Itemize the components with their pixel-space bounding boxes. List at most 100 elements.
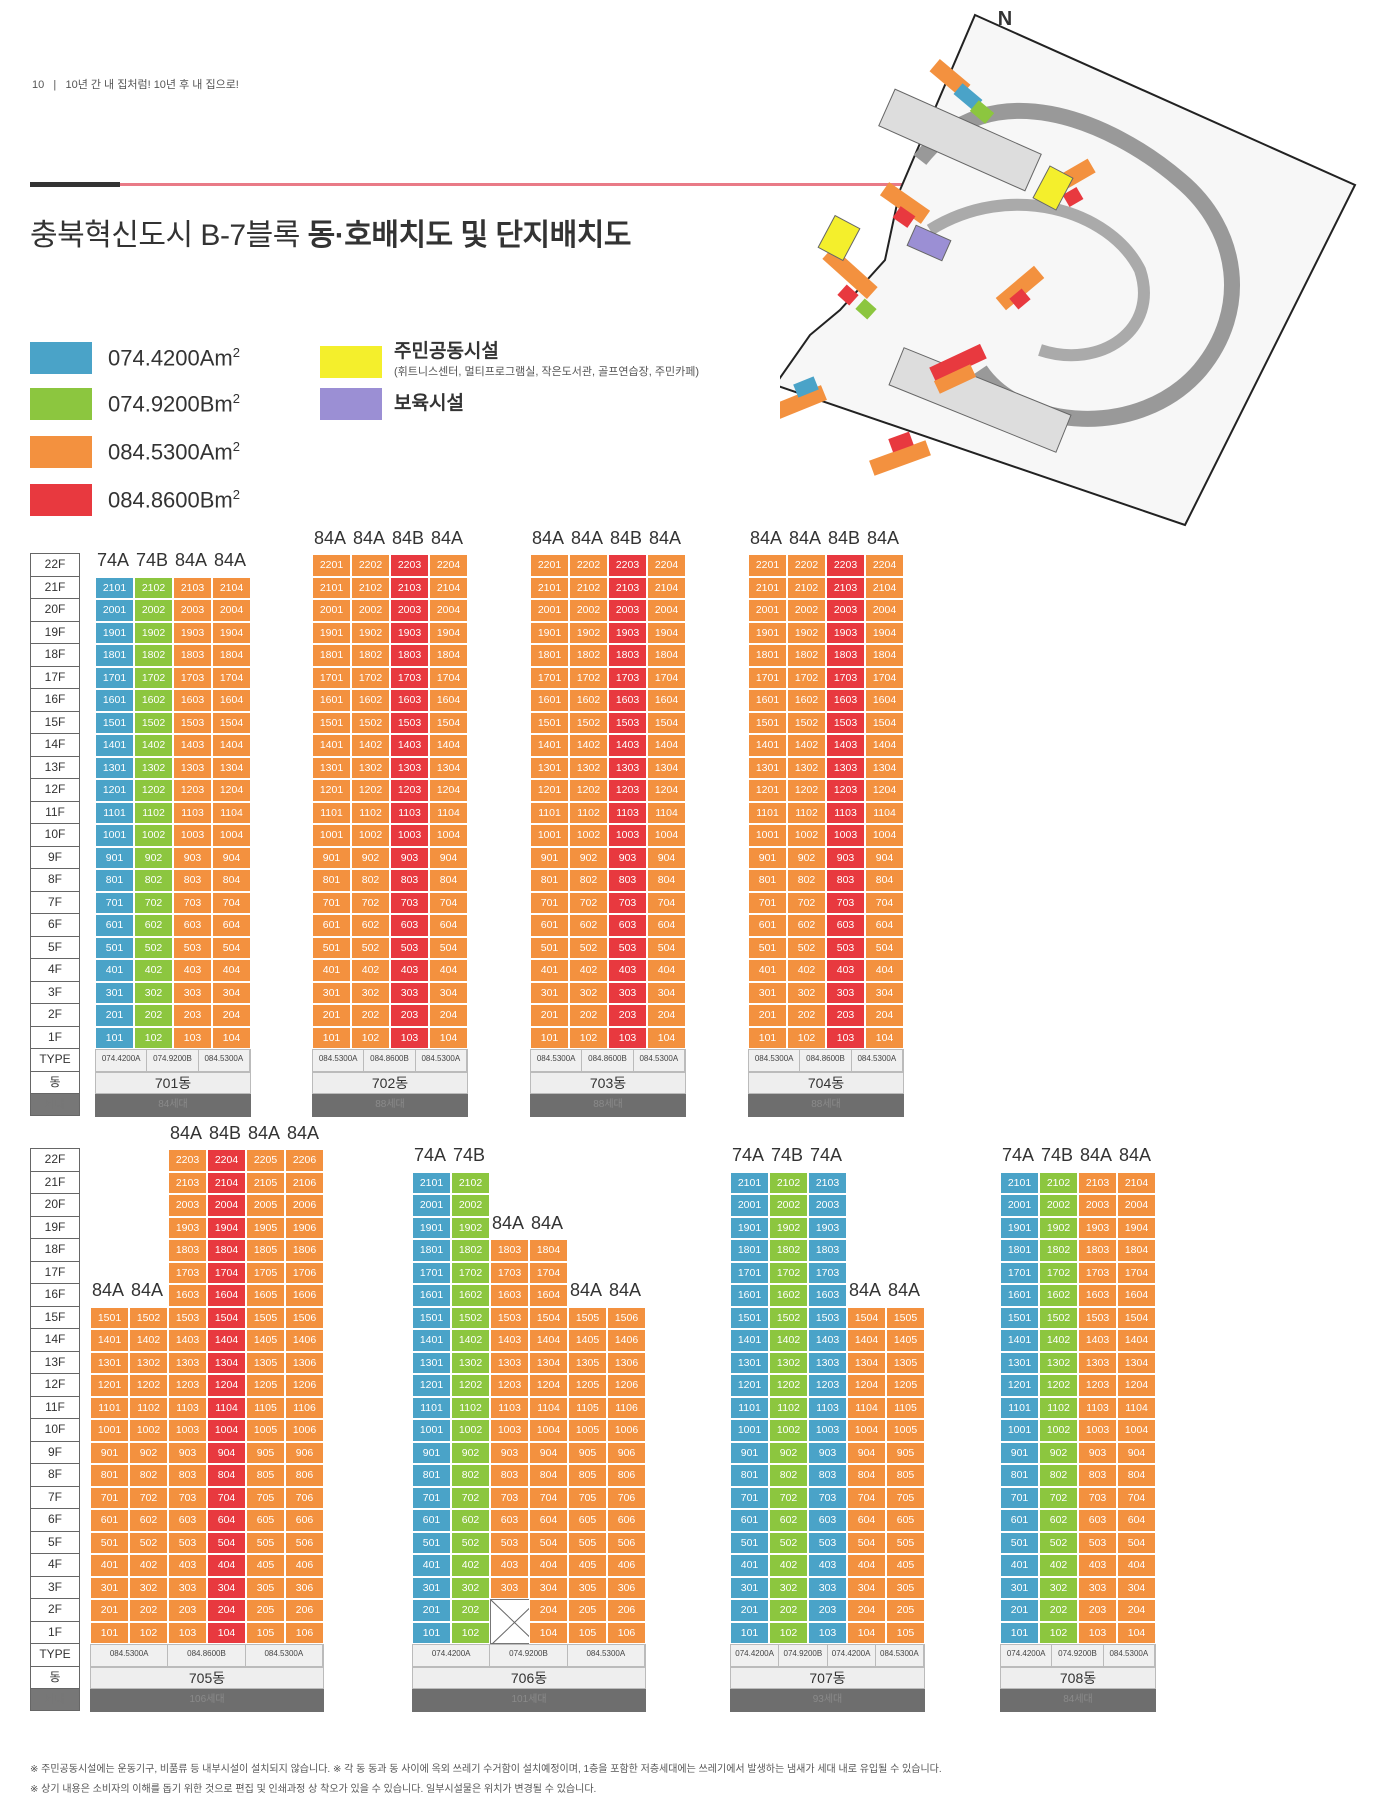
unit-cell: 1302 [1039,1351,1078,1374]
unit-cell: 504 [647,936,686,959]
map-building-701 [929,59,995,124]
page-tagline: 10년 간 내 집처럼! 10년 후 내 집으로! [65,79,239,91]
unit-cell: 1205 [246,1374,285,1397]
unit-cell: 1601 [95,689,134,712]
unit-cell: 101 [1000,1621,1039,1644]
unit-type-header: 84A [247,1122,281,1143]
unit-cell: 306 [285,1576,324,1599]
unit-cell: 904 [207,1441,246,1464]
unit-cell: 804 [865,869,904,892]
unit-cell: 505 [886,1531,925,1554]
unit-cell: 503 [173,936,212,959]
unit-cell: 1804 [1117,1239,1156,1262]
unit-cell: 2004 [865,599,904,622]
unit-cell: 1304 [212,756,251,779]
unit-type-header: 84A [213,550,247,570]
unit-cell: 303 [168,1576,207,1599]
unit-cell: 1506 [607,1306,646,1329]
unit-cell: 902 [787,846,826,869]
unit-cell: 901 [530,846,569,869]
unit-cell: 2103 [826,576,865,599]
unit-cell: 2203 [390,554,429,577]
unit-cell: 1005 [568,1419,607,1442]
floor-label: 20F [30,1193,80,1216]
unit-cell: 2102 [451,1171,490,1194]
type-row: 084.5300A 084.8600B 084.5300A [530,1049,686,1072]
unit-cell: 906 [607,1441,646,1464]
unit-cell: 1504 [207,1306,246,1329]
type-label: 084.5300A [852,1050,903,1071]
unit-cell: 1301 [730,1351,769,1374]
unit-cell: 201 [730,1599,769,1622]
unit-cell: 203 [608,1004,647,1027]
unit-cell: 1402 [569,734,608,757]
unit-cell: 903 [390,846,429,869]
unit-cell: 1206 [285,1374,324,1397]
dong-label: 702동 [312,1071,468,1094]
unit-cell: 803 [826,869,865,892]
unit-cell: 1103 [1078,1396,1117,1419]
unit-cell: 2203 [826,554,865,577]
unit-cell: 701 [1000,1486,1039,1509]
unit-cell: 602 [134,914,173,937]
unit-cell: 701 [90,1486,129,1509]
unit-cell: 601 [748,914,787,937]
unit-cell: 501 [530,936,569,959]
unit-cell: 704 [212,891,251,914]
unit-cell: 404 [1117,1554,1156,1577]
unit-cell: 204 [207,1599,246,1622]
unit-cell: 901 [412,1441,451,1464]
unit-cell: 1903 [608,621,647,644]
unit-cell: 2103 [808,1171,847,1194]
unit-cell: 1604 [207,1284,246,1307]
floor-label: 7F [30,1485,80,1508]
facility-sublabel: (휘트니스센터, 멀티프로그램실, 작은도서관, 골프연습장, 주민카페) [394,366,700,378]
unit-cell: 1603 [490,1284,529,1307]
unit-cell: 1602 [769,1284,808,1307]
unit-cell: 804 [1117,1464,1156,1487]
unit-cell: 1001 [730,1419,769,1442]
unit-cell: 202 [129,1599,168,1622]
unit-cell: 702 [569,891,608,914]
unit-cell: 2203 [608,554,647,577]
floor-label: 9F [30,845,80,868]
unit-cell: 902 [451,1441,490,1464]
type-label: 074.4200A [96,1050,148,1071]
unit-cell: 1901 [730,1216,769,1239]
unit-cell: 205 [886,1599,925,1622]
unit-cell: 905 [246,1441,285,1464]
unit-cell: 803 [1078,1464,1117,1487]
unit-cell: 1302 [769,1351,808,1374]
unit-cell: 1201 [730,1374,769,1397]
type-row: 084.5300A 084.8600B 084.5300A [748,1049,904,1072]
unit-cell: 202 [351,1004,390,1027]
unit-cell: 1001 [1000,1419,1039,1442]
unit-cell: 2103 [173,576,212,599]
unit-cell: 202 [769,1599,808,1622]
unit-cell: 302 [134,981,173,1004]
unit-cell: 204 [647,1004,686,1027]
unit-cell: 1204 [865,779,904,802]
unit-cell: 1704 [647,666,686,689]
unit-cell: 1706 [285,1261,324,1284]
unit-cell: 1304 [529,1351,568,1374]
unit-cell: 1902 [569,621,608,644]
unit-cell: 1003 [1078,1419,1117,1442]
facility-swatch [320,346,382,378]
unit-cell: 304 [529,1576,568,1599]
unit-cell: 902 [134,846,173,869]
unit-cell: 305 [568,1576,607,1599]
unit-cell: 102 [134,1026,173,1049]
floor-label: 14F [30,1328,80,1351]
unit-cell: 1002 [134,824,173,847]
unit-cell: 1302 [787,756,826,779]
unit-cell: 1602 [451,1284,490,1307]
unit-cell: 801 [312,869,351,892]
unit-cell: 2001 [1000,1194,1039,1217]
unit-cell: 1504 [865,711,904,734]
unit-cell: 406 [607,1554,646,1577]
unit-cell: 504 [1117,1531,1156,1554]
floor-label: 1F [30,1620,80,1643]
unit-cell: 1103 [490,1396,529,1419]
household-count: 93세대 [730,1689,925,1712]
